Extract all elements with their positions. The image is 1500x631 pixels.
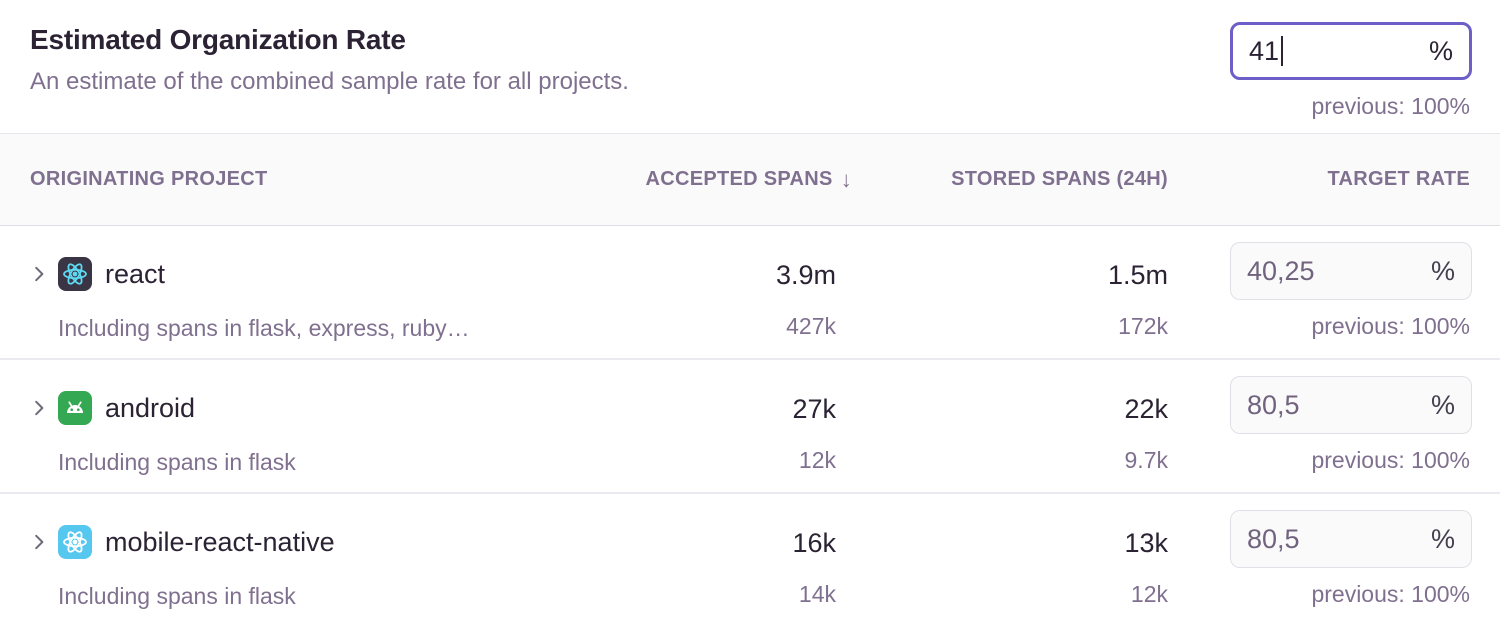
target-rate-cell: 40,25 % previous: 100%: [1168, 226, 1500, 358]
react-native-platform-icon: [58, 525, 92, 559]
project-cell: mobile-react-native Including spans in f…: [0, 494, 592, 628]
project-name: android: [105, 392, 196, 423]
expand-chevron-icon[interactable]: [30, 533, 48, 551]
page-subtitle: An estimate of the combined sample rate …: [30, 68, 629, 95]
stored-spans-value: 22k: [1124, 394, 1168, 424]
column-header-originating-project: Originating Project: [30, 168, 268, 190]
target-rate-previous: previous: 100%: [1311, 313, 1470, 339]
react-platform-icon: [58, 257, 92, 291]
target-rate-cell: 80,5 % previous: 100%: [1168, 494, 1500, 628]
target-rate-previous: previous: 100%: [1311, 581, 1470, 607]
target-rate-input[interactable]: 40,25 %: [1230, 242, 1472, 300]
target-rate-value: 80,5: [1247, 389, 1300, 420]
stored-spans-value: 13k: [1124, 528, 1168, 558]
project-cell: android Including spans in flask: [0, 360, 592, 492]
table-row-react: react Including spans in flask, express,…: [0, 226, 1500, 360]
accepted-spans-subvalue: 12k: [798, 447, 836, 473]
org-rate-previous: previous: 100%: [1311, 93, 1470, 119]
table-row-mobile-react-native: mobile-react-native Including spans in f…: [0, 494, 1500, 628]
project-name: react: [105, 258, 166, 289]
target-rate-input[interactable]: 80,5 %: [1230, 376, 1472, 434]
table-row-android: android Including spans in flask 27k 12k…: [0, 360, 1500, 494]
accepted-spans-cell: 16k 14k: [592, 494, 852, 628]
stored-spans-subvalue: 12k: [1130, 581, 1168, 607]
stored-spans-subvalue: 172k: [1118, 313, 1168, 339]
page-title: Estimated Organization Rate: [30, 24, 406, 55]
accepted-spans-value: 16k: [792, 528, 836, 558]
org-rate-field-wrap: 41 % previous: 100%: [1230, 22, 1472, 120]
org-rate-input[interactable]: 41 %: [1230, 22, 1472, 80]
project-cell: react Including spans in flask, express,…: [0, 226, 592, 358]
android-platform-icon: [58, 391, 92, 425]
accepted-spans-subvalue: 14k: [798, 581, 836, 607]
target-rate-input[interactable]: 80,5 %: [1230, 510, 1472, 568]
column-header-target-rate: Target Rate: [1327, 168, 1470, 190]
expand-chevron-icon[interactable]: [30, 399, 48, 417]
table-header-row: Originating Project Accepted Spans ↓ Sto…: [0, 133, 1500, 226]
project-name: mobile-react-native: [105, 526, 335, 557]
accepted-spans-cell: 3.9m 427k: [592, 226, 852, 358]
sort-descending-icon: ↓: [840, 166, 852, 192]
text-cursor: [1281, 36, 1284, 66]
stored-spans-value: 1.5m: [1107, 260, 1168, 290]
accepted-spans-cell: 27k 12k: [592, 360, 852, 492]
stored-spans-cell: 22k 9.7k: [852, 360, 1168, 492]
project-description: Including spans in flask: [58, 449, 296, 475]
project-description: Including spans in flask: [58, 583, 296, 609]
accepted-spans-value: 27k: [792, 394, 836, 424]
target-rate-cell: 80,5 % previous: 100%: [1168, 360, 1500, 492]
stored-spans-subvalue: 9.7k: [1124, 447, 1168, 473]
column-header-stored-spans: Stored Spans (24h): [951, 168, 1168, 190]
percent-suffix: %: [1430, 255, 1455, 286]
target-rate-value: 80,5: [1247, 523, 1300, 554]
panel-header-section: Estimated Organization Rate An estimate …: [0, 0, 1500, 133]
org-rate-value: 41: [1249, 35, 1280, 66]
project-description: Including spans in flask, express, ruby…: [58, 315, 470, 341]
column-header-accepted-spans[interactable]: Accepted Spans ↓: [645, 166, 852, 192]
stored-spans-cell: 13k 12k: [852, 494, 1168, 628]
percent-suffix: %: [1430, 389, 1455, 420]
target-rate-previous: previous: 100%: [1311, 447, 1470, 473]
accepted-spans-subvalue: 427k: [786, 313, 836, 339]
stored-spans-cell: 1.5m 172k: [852, 226, 1168, 358]
percent-suffix: %: [1430, 523, 1455, 554]
accepted-spans-value: 3.9m: [775, 260, 836, 290]
target-rate-value: 40,25: [1247, 255, 1315, 286]
expand-chevron-icon[interactable]: [30, 265, 48, 283]
percent-suffix: %: [1428, 35, 1453, 66]
